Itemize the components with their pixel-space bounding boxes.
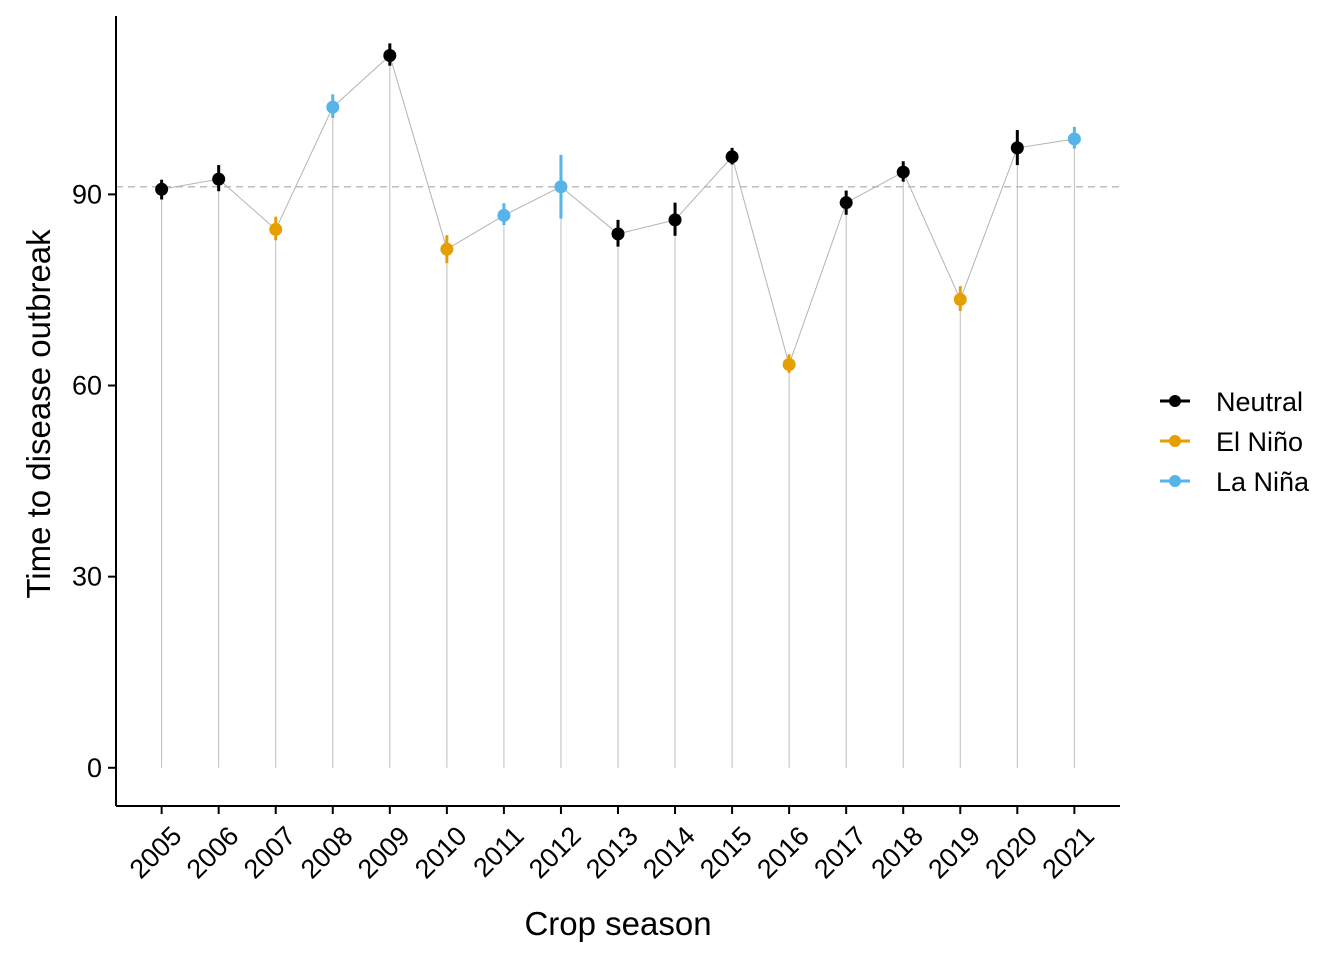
legend: Neutral El Niño La Niña — [1160, 387, 1310, 497]
point-2018 — [896, 165, 910, 179]
x-tick-label-2008: 2008 — [295, 821, 359, 885]
y-tick-label-90: 90 — [72, 179, 102, 209]
point-2011 — [497, 208, 511, 222]
x-tick-label-2006: 2006 — [181, 821, 245, 885]
x-tick-label-2011: 2011 — [467, 821, 529, 883]
point-2007 — [269, 222, 283, 236]
legend-marker-2 — [1169, 475, 1181, 487]
point-2017 — [839, 196, 853, 210]
x-tick-label-2012: 2012 — [523, 821, 587, 885]
drop-lines-layer — [161, 55, 1075, 768]
legend-label-0: Neutral — [1216, 387, 1303, 417]
x-tick-label-2021: 2021 — [1036, 821, 1100, 885]
x-tick-label-2017: 2017 — [808, 821, 872, 885]
legend-marker-1 — [1169, 435, 1181, 447]
x-tick-label-2019: 2019 — [922, 821, 986, 885]
legend-label-1: El Niño — [1216, 427, 1303, 457]
x-tick-label-2015: 2015 — [694, 821, 758, 885]
point-2006 — [212, 172, 226, 186]
x-tick-label-2005: 2005 — [124, 821, 188, 885]
x-axis-title: Crop season — [524, 905, 711, 942]
x-tick-label-2009: 2009 — [352, 821, 416, 885]
x-tick-label-2020: 2020 — [979, 821, 1043, 885]
points-layer — [155, 49, 1081, 371]
point-2021 — [1067, 132, 1081, 146]
point-2013 — [611, 227, 625, 241]
x-tick-label-2018: 2018 — [865, 821, 929, 885]
legend-label-2: La Niña — [1216, 467, 1310, 497]
point-2005 — [155, 182, 169, 196]
x-tick-label-2010: 2010 — [409, 821, 473, 885]
y-tick-label-30: 30 — [72, 562, 102, 592]
point-2010 — [440, 242, 454, 256]
point-2016 — [782, 357, 796, 371]
y-tick-label-0: 0 — [87, 753, 102, 783]
y-ticks-layer: 0 30 60 90 — [72, 179, 116, 783]
point-2020 — [1010, 141, 1024, 155]
point-2019 — [953, 293, 967, 307]
point-2009 — [383, 49, 397, 62]
point-2008 — [326, 100, 340, 114]
legend-marker-0 — [1169, 395, 1181, 407]
x-tick-label-2016: 2016 — [751, 821, 815, 885]
y-axis-title: Time to disease outbreak — [20, 229, 57, 599]
point-2015 — [725, 150, 739, 164]
x-tick-label-2013: 2013 — [580, 821, 644, 885]
x-tick-label-2007: 2007 — [238, 821, 302, 885]
x-ticks-layer: 2005200620072008200920102011201220132014… — [124, 806, 1100, 884]
point-2012 — [554, 180, 568, 194]
x-tick-label-2014: 2014 — [637, 821, 701, 885]
point-2014 — [668, 213, 682, 227]
y-tick-label-60: 60 — [72, 371, 102, 401]
